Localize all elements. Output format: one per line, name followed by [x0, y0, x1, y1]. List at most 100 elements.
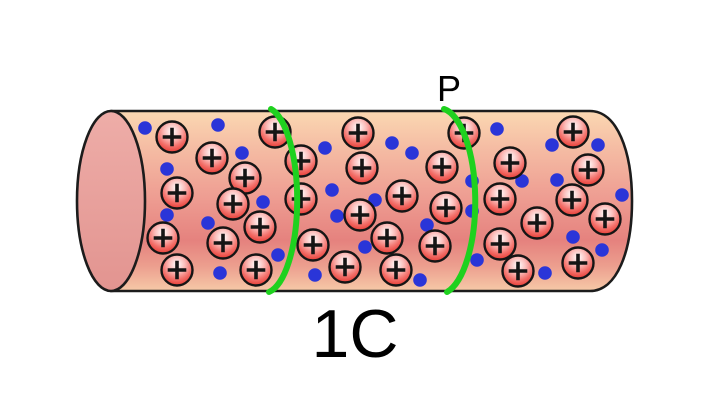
- positive-charge: [160, 253, 194, 287]
- plus-sign-icon: [153, 228, 173, 248]
- plus-sign-icon: [213, 233, 233, 253]
- cross-section-arc-left: [266, 106, 301, 295]
- positive-charge: [160, 176, 194, 210]
- point-p-label: P: [437, 68, 461, 109]
- positive-charge: [425, 150, 459, 184]
- plus-sign-icon: [303, 235, 323, 255]
- positive-charge: [345, 151, 379, 185]
- electron-dot: [515, 174, 529, 188]
- electron-dot: [385, 136, 399, 150]
- positive-charge: [343, 198, 377, 232]
- positive-charge: [379, 253, 413, 287]
- plus-sign-icon: [246, 260, 266, 280]
- electron-dot: [213, 266, 227, 280]
- electron-dot: [271, 248, 285, 262]
- positive-charge: [195, 141, 229, 175]
- positive-charge: [556, 115, 590, 149]
- plus-sign-icon: [436, 198, 456, 218]
- electron-dot: [308, 268, 322, 282]
- positive-charge: [418, 229, 452, 263]
- positive-charge: [501, 254, 535, 288]
- positive-charge: [328, 250, 362, 284]
- positive-charge: [561, 246, 595, 280]
- positive-charge: [243, 210, 277, 244]
- plus-sign-icon: [432, 157, 452, 177]
- electron-dot: [330, 209, 344, 223]
- positive-charge: [493, 146, 527, 180]
- plus-sign-icon: [348, 123, 368, 143]
- plus-sign-icon: [377, 228, 397, 248]
- plus-sign-icon: [490, 234, 510, 254]
- electron-dot: [325, 183, 339, 197]
- positive-charge: [155, 120, 189, 154]
- positive-charge: [296, 228, 330, 262]
- electron-dot: [358, 240, 372, 254]
- positive-charge: [146, 221, 180, 255]
- plus-sign-icon: [350, 205, 370, 225]
- plus-sign-icon: [250, 217, 270, 237]
- plus-sign-icon: [508, 261, 528, 281]
- electron-dot: [545, 138, 559, 152]
- plus-sign-icon: [562, 190, 582, 210]
- positive-charge: [429, 191, 463, 225]
- electron-dot: [235, 146, 249, 160]
- cross-section-arc-p: [441, 106, 479, 295]
- plus-sign-icon: [223, 194, 243, 214]
- positive-charge: [341, 116, 375, 150]
- positive-charge: [385, 179, 419, 213]
- plus-sign-icon: [167, 260, 187, 280]
- electron-dot: [138, 121, 152, 135]
- plus-sign-icon: [386, 260, 406, 280]
- plus-sign-icon: [490, 189, 510, 209]
- plus-sign-icon: [578, 160, 598, 180]
- positive-charge: [483, 227, 517, 261]
- plus-sign-icon: [265, 122, 285, 142]
- electron-dot: [256, 195, 270, 209]
- charge-amount-label: 1C: [312, 296, 399, 372]
- electron-dot: [420, 218, 434, 232]
- electron-dot: [538, 266, 552, 280]
- positive-charge: [571, 153, 605, 187]
- plus-sign-icon: [335, 257, 355, 277]
- plus-sign-icon: [202, 148, 222, 168]
- electron-dot: [160, 162, 174, 176]
- plus-sign-icon: [162, 127, 182, 147]
- plus-sign-icon: [352, 158, 372, 178]
- electron-dot: [550, 173, 564, 187]
- positive-charge: [284, 182, 318, 216]
- positive-charge: [555, 183, 589, 217]
- positive-charge: [370, 221, 404, 255]
- electron-dot: [591, 138, 605, 152]
- plus-sign-icon: [392, 186, 412, 206]
- electron-dot: [490, 122, 504, 136]
- electron-dot: [405, 146, 419, 160]
- electron-dot: [615, 188, 629, 202]
- electron-dot: [201, 216, 215, 230]
- electron-dot: [470, 253, 484, 267]
- plus-sign-icon: [425, 236, 445, 256]
- electron-dot: [318, 141, 332, 155]
- positive-charge: [228, 161, 262, 195]
- electrons-layer: [138, 118, 629, 287]
- electron-dot: [595, 243, 609, 257]
- plus-sign-icon: [527, 213, 547, 233]
- plus-sign-icon: [563, 122, 583, 142]
- electron-dot: [413, 273, 427, 287]
- plus-sign-icon: [500, 153, 520, 173]
- positive-charge: [520, 206, 554, 240]
- plus-sign-icon: [568, 253, 588, 273]
- positive-charge: [216, 187, 250, 221]
- plus-sign-icon: [167, 183, 187, 203]
- plus-sign-icon: [235, 168, 255, 188]
- positive-charge: [206, 226, 240, 260]
- electron-dot: [566, 230, 580, 244]
- conductor-end-cap: [75, 109, 147, 293]
- plus-sign-icon: [595, 209, 615, 229]
- positive-charge: [239, 253, 273, 287]
- electron-dot: [160, 208, 174, 222]
- positive-charge: [483, 182, 517, 216]
- electron-dot: [211, 118, 225, 132]
- positive-charge: [588, 202, 622, 236]
